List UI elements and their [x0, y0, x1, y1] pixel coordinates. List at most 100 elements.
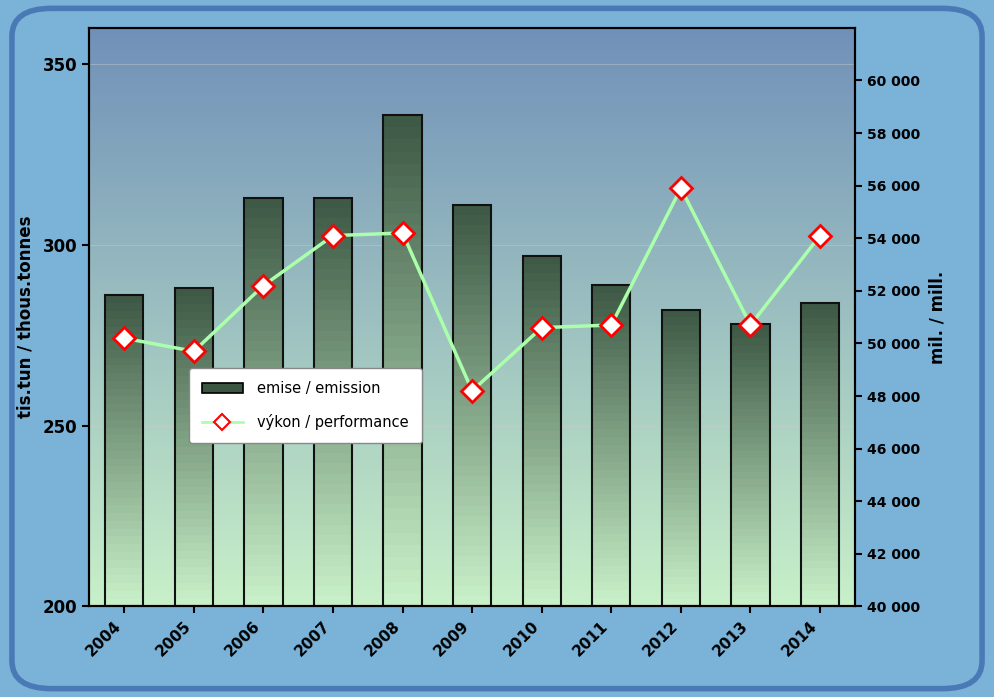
Bar — [89, 372, 855, 375]
Bar — [801, 523, 839, 530]
Bar — [175, 511, 213, 519]
Bar — [89, 367, 855, 369]
Bar — [89, 289, 855, 291]
Bar — [523, 501, 561, 510]
Bar — [89, 436, 855, 438]
Bar — [89, 196, 855, 199]
Bar — [105, 599, 143, 606]
Bar — [245, 402, 282, 413]
Bar — [89, 427, 855, 430]
Bar — [662, 495, 700, 503]
Bar — [384, 336, 421, 348]
Bar — [314, 330, 352, 341]
Bar — [732, 444, 769, 451]
Bar — [105, 591, 143, 599]
Bar — [314, 382, 352, 392]
Bar — [662, 339, 700, 347]
Bar — [523, 264, 561, 273]
Bar — [523, 369, 561, 378]
Bar — [89, 305, 855, 309]
Bar — [175, 289, 213, 606]
Bar — [245, 208, 282, 218]
Bar — [801, 363, 839, 371]
Bar — [105, 358, 143, 365]
Bar — [314, 464, 352, 473]
Bar — [523, 317, 561, 325]
Bar — [384, 360, 421, 373]
Bar — [384, 299, 421, 312]
Bar — [89, 181, 855, 184]
Bar — [89, 63, 855, 66]
Bar — [105, 303, 143, 311]
Bar — [105, 319, 143, 326]
Bar — [592, 293, 630, 300]
Bar — [175, 551, 213, 559]
Bar — [89, 479, 855, 482]
Bar — [453, 325, 491, 335]
Bar — [89, 224, 855, 227]
Bar — [314, 433, 352, 443]
Bar — [384, 275, 421, 286]
Bar — [592, 470, 630, 477]
Bar — [592, 550, 630, 558]
Bar — [453, 396, 491, 406]
Bar — [732, 487, 769, 493]
Bar — [523, 572, 561, 580]
Bar — [523, 344, 561, 352]
Bar — [801, 538, 839, 546]
Bar — [89, 239, 855, 242]
Bar — [89, 563, 855, 566]
Bar — [523, 597, 561, 606]
Bar — [245, 484, 282, 494]
Bar — [523, 378, 561, 388]
Bar — [662, 429, 700, 436]
Bar — [89, 340, 855, 343]
Bar — [384, 127, 421, 139]
Bar — [314, 545, 352, 556]
Bar — [314, 473, 352, 484]
Y-axis label: tis.tun / thous.tonnes: tis.tun / thous.tonnes — [17, 216, 35, 418]
Bar — [662, 414, 700, 421]
Bar — [662, 547, 700, 555]
Bar — [453, 385, 491, 396]
Bar — [175, 383, 213, 392]
Bar — [732, 550, 769, 557]
Bar — [175, 495, 213, 503]
Bar — [314, 402, 352, 413]
Bar — [453, 466, 491, 476]
Bar — [245, 269, 282, 279]
Bar — [662, 503, 700, 510]
Bar — [314, 259, 352, 269]
Bar — [314, 453, 352, 464]
Bar — [732, 592, 769, 599]
Bar — [384, 484, 421, 496]
Bar — [175, 455, 213, 464]
Bar — [89, 586, 855, 589]
Bar — [453, 486, 491, 496]
Bar — [732, 579, 769, 585]
Bar — [523, 256, 561, 264]
Bar — [662, 325, 700, 332]
Bar — [175, 535, 213, 543]
Bar — [89, 309, 855, 312]
Bar — [89, 395, 855, 398]
Bar — [592, 316, 630, 325]
Bar — [523, 528, 561, 536]
Bar — [175, 439, 213, 447]
Bar — [801, 477, 839, 485]
Bar — [89, 28, 855, 31]
Bar — [89, 123, 855, 126]
Bar — [245, 198, 282, 606]
Bar — [245, 361, 282, 372]
Bar — [732, 360, 769, 367]
Bar — [801, 454, 839, 462]
Bar — [89, 94, 855, 98]
Bar — [245, 249, 282, 259]
Bar — [245, 310, 282, 321]
Bar — [523, 335, 561, 344]
Bar — [592, 389, 630, 397]
Bar — [662, 576, 700, 584]
Bar — [105, 404, 143, 412]
Bar — [175, 336, 213, 344]
Bar — [662, 406, 700, 414]
